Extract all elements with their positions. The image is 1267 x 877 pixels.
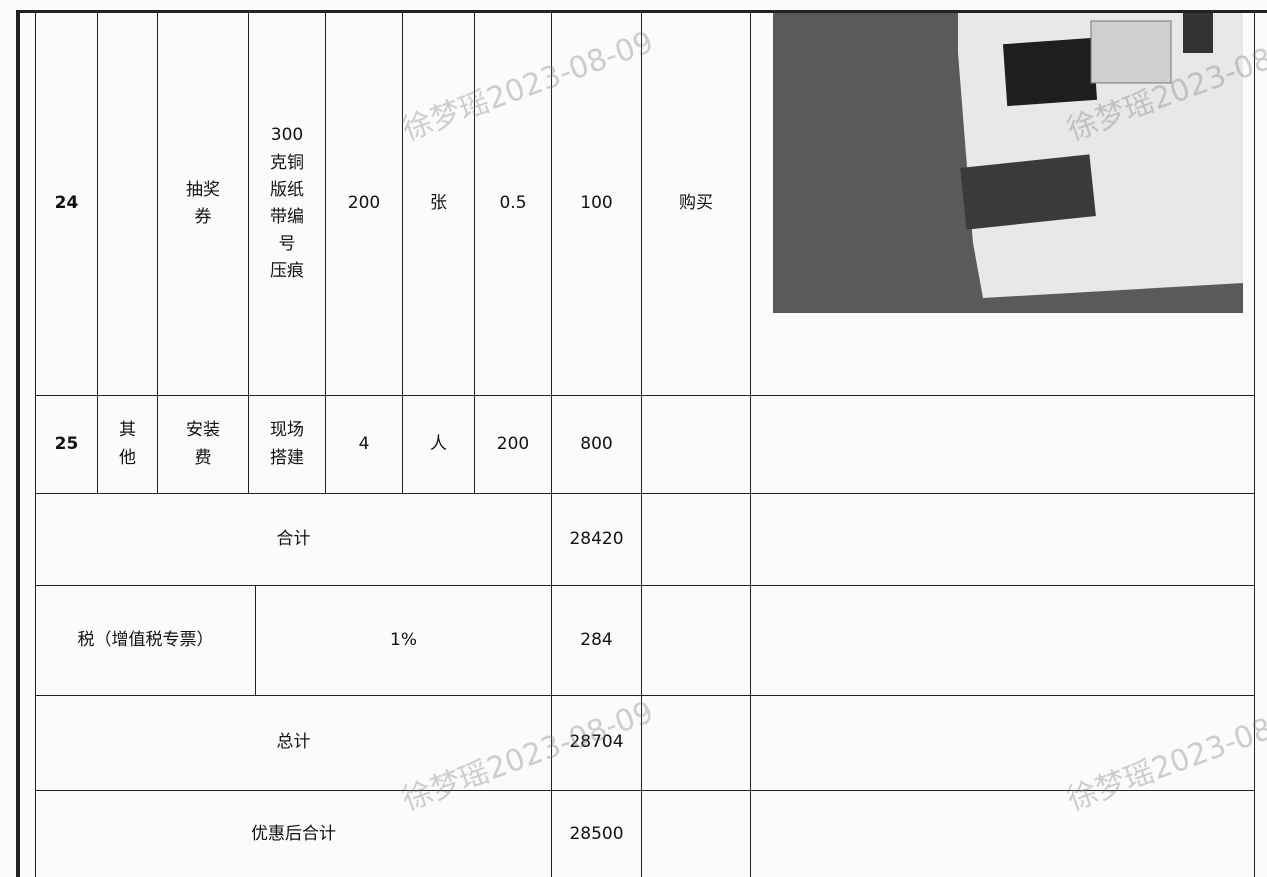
cell	[750, 395, 1255, 494]
cell: 300 克铜 版纸 带编 号 压痕	[248, 12, 326, 396]
cell: 抽奖券	[157, 12, 249, 396]
cell: 200	[474, 395, 552, 494]
cell: 284	[551, 585, 642, 696]
cell: 4	[325, 395, 403, 494]
cell: 购买	[641, 12, 751, 396]
cell	[641, 493, 751, 586]
text: 安装费	[186, 420, 220, 468]
text: 克铜	[270, 152, 304, 173]
cell	[641, 585, 751, 696]
cell	[750, 12, 1255, 396]
cell: 28420	[551, 493, 642, 586]
text: 300	[270, 125, 304, 146]
text: 其他	[119, 420, 136, 468]
text: 号	[278, 234, 296, 255]
cell: 张	[402, 12, 475, 396]
cell: 200	[325, 12, 403, 396]
cell: 800	[551, 395, 642, 494]
text: 版纸	[270, 179, 304, 200]
cell	[750, 790, 1255, 877]
cell	[641, 695, 751, 791]
cell: 人	[402, 395, 475, 494]
cell	[641, 790, 751, 877]
cell: 税（增值税专票）	[35, 585, 256, 696]
cell: 25	[35, 395, 98, 494]
cell: 合计	[35, 493, 552, 586]
cell: 现场搭建	[248, 395, 326, 494]
cell	[641, 395, 751, 494]
cell	[750, 585, 1255, 696]
cell: 其他	[97, 395, 158, 494]
cell: 优惠后合计	[35, 790, 552, 877]
cell	[97, 12, 158, 396]
photo	[773, 13, 1243, 313]
frame	[16, 10, 20, 877]
text: 压痕	[270, 261, 304, 282]
frame	[16, 10, 1267, 13]
cell: 28500	[551, 790, 642, 877]
text: 现场搭建	[270, 420, 304, 468]
cell: 安装费	[157, 395, 249, 494]
text: 带编	[270, 207, 304, 227]
text: 抽奖券	[186, 179, 220, 227]
cell: 1%	[255, 585, 552, 696]
cell	[750, 493, 1255, 586]
cell: 24	[35, 12, 98, 396]
